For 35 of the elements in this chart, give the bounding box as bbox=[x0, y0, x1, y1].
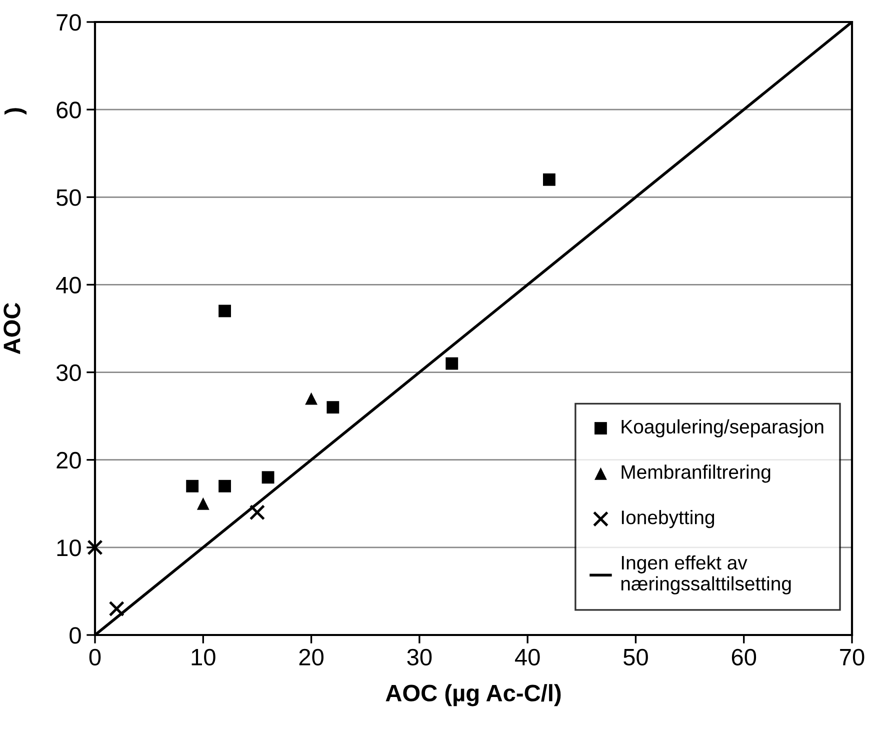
point bbox=[446, 357, 458, 370]
point bbox=[326, 401, 340, 414]
legend-label: Ionebytting bbox=[622, 510, 714, 528]
point bbox=[186, 480, 199, 492]
point bbox=[108, 600, 124, 617]
point bbox=[262, 471, 274, 484]
legend-label: Membranfiltrering bbox=[622, 464, 770, 483]
y-tick-label: 30 bbox=[56, 364, 81, 382]
point bbox=[542, 173, 556, 186]
point bbox=[249, 504, 266, 520]
y-tick-label: 0 bbox=[70, 627, 81, 644]
point bbox=[196, 497, 210, 510]
y-tick-label: 40 bbox=[56, 276, 81, 294]
x-tick-label: 70 bbox=[840, 648, 864, 666]
x-tick-label: 40 bbox=[514, 648, 540, 666]
y-axis-title: AOC bbox=[4, 302, 20, 354]
y-tick-label: 10 bbox=[57, 539, 81, 556]
point bbox=[218, 304, 231, 318]
point bbox=[87, 540, 103, 556]
point bbox=[305, 392, 318, 405]
y-tick-label: 60 bbox=[56, 102, 81, 118]
y-tick-label: 50 bbox=[56, 189, 81, 206]
x-tick-label: 10 bbox=[192, 648, 216, 666]
point bbox=[218, 480, 231, 492]
x-tick-label: 60 bbox=[732, 648, 756, 666]
x-tick-label: 50 bbox=[624, 648, 648, 666]
legend-label: Koagulering/separasjon bbox=[622, 419, 824, 438]
x-tick-label: 0 bbox=[89, 648, 101, 666]
text: ) bbox=[4, 108, 27, 115]
x-tick-label: 20 bbox=[299, 648, 324, 666]
y-tick-label: 70 bbox=[56, 14, 81, 31]
x-tick-label: 30 bbox=[407, 648, 432, 666]
y-tick-label: 20 bbox=[56, 452, 81, 469]
legend-label: Ingen effekt av næringssalttilsetting bbox=[621, 555, 791, 594]
x-axis-title: AOC (µg Ac-C/l) bbox=[386, 684, 561, 706]
